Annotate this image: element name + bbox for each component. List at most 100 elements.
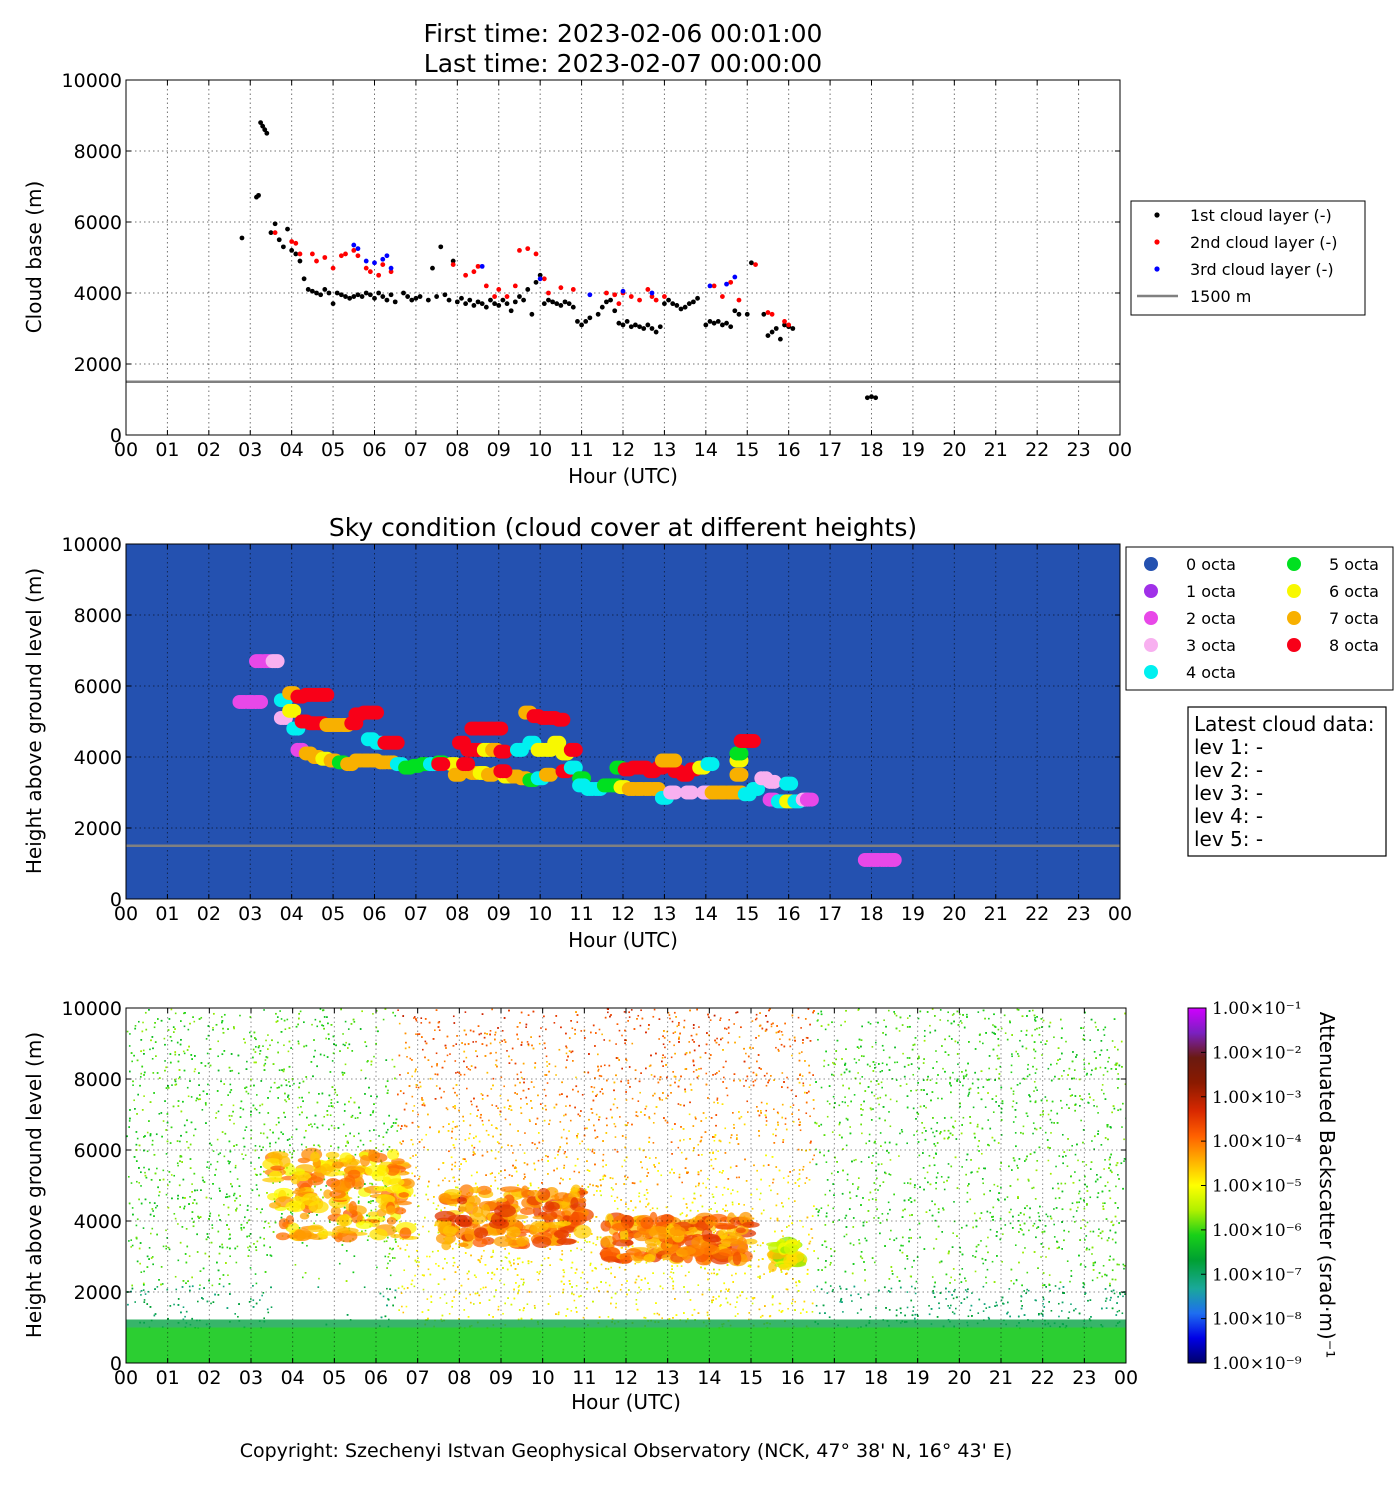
noise-speck bbox=[485, 1129, 488, 1132]
noise-speck bbox=[258, 1053, 261, 1055]
noise-speck bbox=[844, 1217, 847, 1219]
noise-speck bbox=[918, 1154, 921, 1157]
x-tick-label: 14 bbox=[694, 903, 718, 925]
noise-speck bbox=[570, 1310, 573, 1312]
point-layer-1 bbox=[732, 308, 738, 314]
noise-speck bbox=[843, 1235, 846, 1238]
noise-speck bbox=[1022, 1077, 1025, 1080]
point-layer-1 bbox=[438, 244, 444, 250]
noise-speck bbox=[269, 1090, 271, 1093]
noise-speck bbox=[661, 1317, 663, 1319]
noise-speck bbox=[415, 1166, 417, 1169]
noise-speck bbox=[455, 1072, 457, 1074]
noise-speck bbox=[284, 1028, 287, 1031]
noise-speck bbox=[483, 1249, 485, 1252]
noise-speck bbox=[1042, 1019, 1045, 1022]
noise-speck bbox=[545, 1055, 548, 1058]
point-layer-3 bbox=[363, 258, 369, 264]
noise-speck bbox=[1027, 1180, 1030, 1182]
noise-speck bbox=[827, 1204, 830, 1207]
noise-speck bbox=[476, 1292, 479, 1295]
noise-speck bbox=[265, 1039, 267, 1042]
noise-speck bbox=[544, 1047, 547, 1049]
noise-speck bbox=[344, 1020, 347, 1023]
noise-speck bbox=[641, 1166, 643, 1169]
noise-speck bbox=[1075, 1210, 1078, 1212]
noise-speck bbox=[218, 1187, 221, 1190]
noise-speck bbox=[143, 1299, 146, 1301]
point-layer-2 bbox=[753, 262, 758, 267]
noise-speck bbox=[279, 1010, 281, 1012]
noise-speck bbox=[686, 1214, 688, 1217]
noise-speck bbox=[1093, 1105, 1095, 1107]
noise-speck bbox=[947, 1163, 950, 1165]
noise-speck bbox=[832, 1288, 834, 1291]
noise-speck bbox=[165, 1247, 168, 1250]
x-tick-label: 10 bbox=[528, 439, 552, 461]
noise-speck bbox=[1033, 1090, 1035, 1092]
noise-speck bbox=[1034, 1028, 1036, 1031]
noise-speck bbox=[697, 1143, 700, 1146]
noise-speck bbox=[1082, 1034, 1085, 1037]
noise-speck bbox=[189, 1196, 191, 1198]
noise-speck bbox=[426, 1298, 429, 1300]
noise-speck bbox=[775, 1134, 777, 1137]
noise-speck bbox=[669, 1276, 671, 1278]
noise-speck bbox=[988, 1017, 990, 1020]
point-layer-3 bbox=[479, 263, 485, 269]
noise-speck bbox=[1000, 1227, 1002, 1230]
noise-speck bbox=[1045, 1256, 1047, 1258]
noise-speck bbox=[943, 1188, 946, 1191]
point-layer-1 bbox=[645, 322, 651, 328]
noise-speck bbox=[615, 1302, 618, 1305]
noise-speck bbox=[256, 1188, 258, 1191]
noise-speck bbox=[801, 1149, 803, 1151]
noise-speck bbox=[538, 1042, 541, 1045]
noise-speck bbox=[825, 1161, 828, 1163]
y-tick-label: 4000 bbox=[74, 747, 122, 769]
noise-speck bbox=[1015, 1050, 1018, 1053]
noise-speck bbox=[329, 1114, 332, 1117]
noise-speck bbox=[853, 1094, 856, 1096]
noise-speck bbox=[1078, 1179, 1081, 1182]
noise-speck bbox=[331, 1060, 334, 1062]
noise-speck bbox=[338, 1262, 341, 1265]
noise-speck bbox=[555, 1074, 557, 1076]
noise-speck bbox=[386, 1287, 388, 1290]
point-layer-1 bbox=[736, 311, 742, 317]
noise-speck bbox=[670, 1056, 673, 1059]
noise-speck bbox=[776, 1193, 779, 1195]
point-layer-3 bbox=[732, 274, 738, 280]
noise-speck bbox=[621, 1284, 623, 1286]
noise-speck bbox=[1123, 1160, 1125, 1162]
noise-speck bbox=[600, 1263, 603, 1266]
noise-speck bbox=[664, 1056, 666, 1059]
noise-speck bbox=[298, 1113, 301, 1116]
noise-speck bbox=[499, 1041, 501, 1044]
point-layer-1 bbox=[483, 304, 489, 310]
noise-speck bbox=[727, 1032, 730, 1034]
point-layer-1 bbox=[657, 324, 663, 330]
grid-1 bbox=[126, 80, 1120, 435]
point-layer-2 bbox=[388, 269, 394, 275]
noise-speck bbox=[661, 1099, 664, 1101]
noise-speck bbox=[824, 1193, 827, 1196]
noise-speck bbox=[533, 1086, 535, 1088]
noise-speck bbox=[692, 1149, 695, 1152]
noise-speck bbox=[1000, 1027, 1003, 1030]
noise-speck bbox=[1019, 1082, 1021, 1085]
noise-speck bbox=[1024, 1247, 1026, 1249]
noise-speck bbox=[442, 1179, 444, 1182]
noise-speck bbox=[891, 1077, 894, 1080]
point-layer-1 bbox=[343, 294, 348, 299]
octa-point-3 bbox=[668, 785, 683, 800]
noise-speck bbox=[127, 1175, 130, 1178]
noise-speck bbox=[554, 1065, 557, 1068]
noise-speck bbox=[889, 1159, 892, 1161]
noise-speck bbox=[479, 1288, 482, 1290]
noise-speck bbox=[580, 1030, 583, 1032]
noise-speck bbox=[829, 1285, 832, 1287]
noise-speck bbox=[206, 1052, 209, 1055]
noise-speck bbox=[809, 1115, 811, 1118]
point-layer-1 bbox=[314, 290, 319, 296]
